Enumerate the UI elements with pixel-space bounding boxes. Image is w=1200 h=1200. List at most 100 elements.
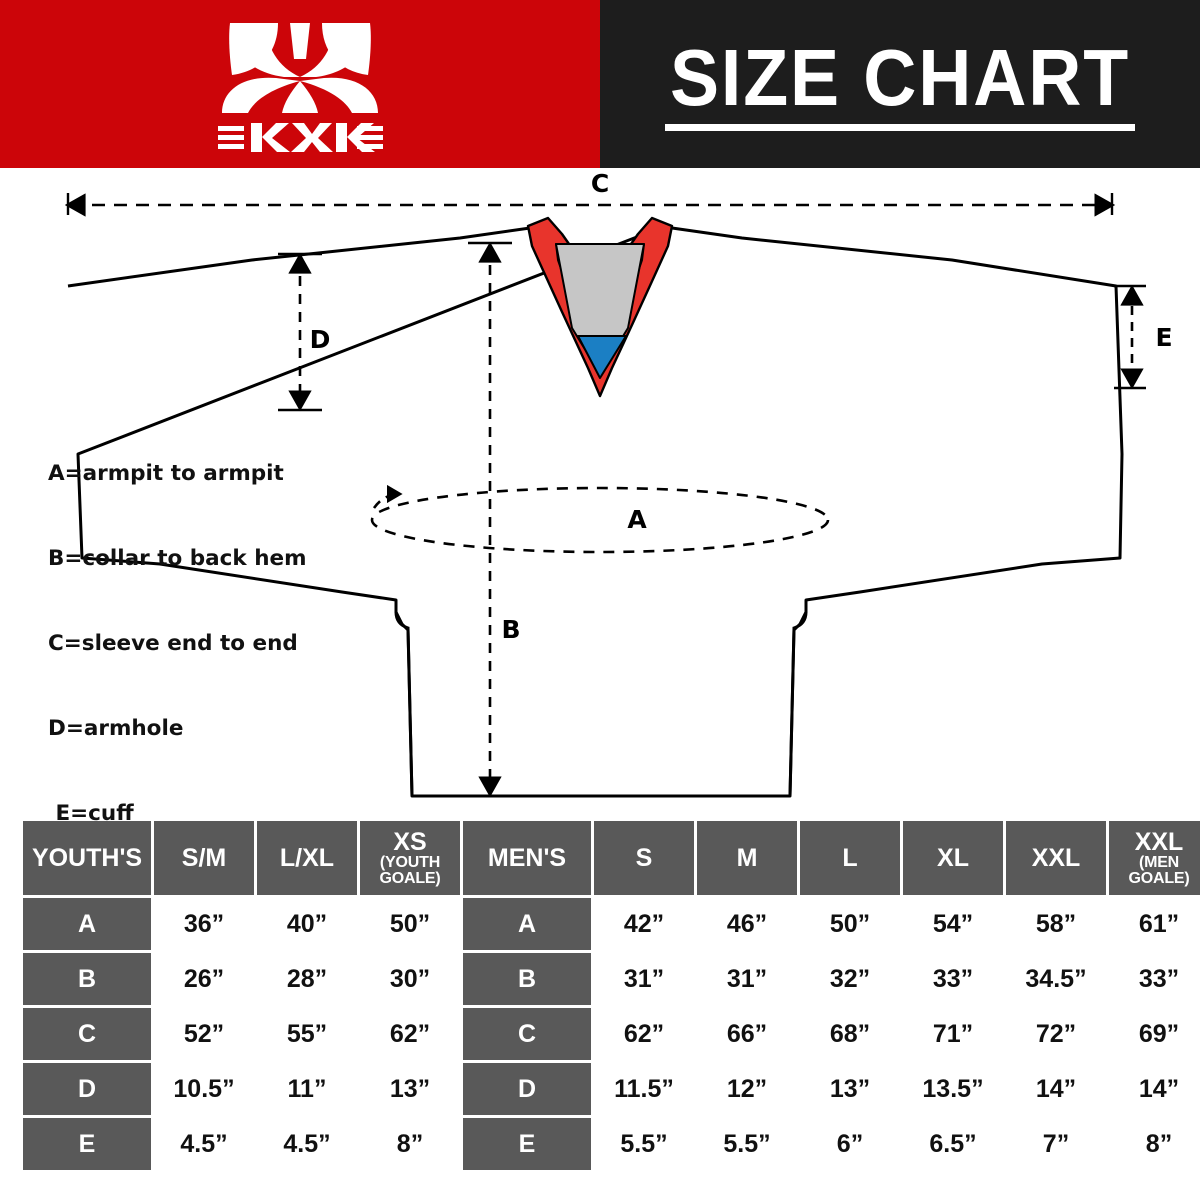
header-cell-lxl: L/XL (257, 821, 357, 895)
cell-men-xxl: 72” (1006, 1008, 1106, 1060)
legend-line-d: D=armhole (48, 716, 184, 742)
cell-men-l: 32” (800, 953, 900, 1005)
header-main: S (635, 843, 653, 872)
measurement-legend: A=armpit to armpit B=collar to back hem … (48, 403, 307, 857)
size-table: YOUTH'S S/M L/XL XS (YOUTH GOALE) MEN'S … (20, 818, 1200, 1173)
brand-panel (0, 0, 600, 168)
page-title: SIZE CHART (670, 32, 1130, 122)
cell-men-xl: 71” (903, 1008, 1003, 1060)
table-row: E 4.5” 4.5” 8” E 5.5” 5.5” 6” 6.5” 7” 8” (23, 1118, 1200, 1170)
legend-line-c: C=sleeve end to end (48, 631, 298, 656)
jersey-diagram: C D B A E (0, 168, 1200, 818)
cell-men-s: 31” (594, 953, 694, 1005)
header-main: XS (393, 827, 427, 856)
cell-youth-xs: 62” (360, 1008, 460, 1060)
header-cell-m: M (697, 821, 797, 895)
header-main: L (842, 843, 858, 872)
row-label-youth: B (23, 953, 151, 1005)
cell-men-xl: 54” (903, 898, 1003, 950)
header-cell-xl: XL (903, 821, 1003, 895)
row-label-men: A (463, 898, 591, 950)
row-label-men: D (463, 1063, 591, 1115)
cell-youth-lxl: 11” (257, 1063, 357, 1115)
cell-youth-lxl: 28” (257, 953, 357, 1005)
cell-youth-sm: 36” (154, 898, 254, 950)
svg-text:E: E (1155, 323, 1172, 352)
header-cell-l: L (800, 821, 900, 895)
table-row: B 26” 28” 30” B 31” 31” 32” 33” 34.5” 33… (23, 953, 1200, 1005)
cell-men-m: 5.5” (697, 1118, 797, 1170)
cell-men-l: 13” (800, 1063, 900, 1115)
header-cell-xxl-men-goale: XXL (MEN GOALE) (1109, 821, 1200, 895)
row-label-youth: E (23, 1118, 151, 1170)
row-label-men: C (463, 1008, 591, 1060)
cell-men-m: 12” (697, 1063, 797, 1115)
cell-men-s: 42” (594, 898, 694, 950)
cell-youth-xs: 8” (360, 1118, 460, 1170)
cell-men-xl: 13.5” (903, 1063, 1003, 1115)
row-label-youth: D (23, 1063, 151, 1115)
header-main: XXL (1134, 827, 1184, 856)
kxk-logo (214, 9, 386, 159)
cell-men-xxl-goale: 69” (1109, 1008, 1200, 1060)
cell-men-m: 31” (697, 953, 797, 1005)
svg-text:D: D (310, 325, 331, 354)
header-main: YOUTH'S (31, 843, 143, 872)
header-cell-s: S (594, 821, 694, 895)
cell-men-xl: 6.5” (903, 1118, 1003, 1170)
cell-men-xxl-goale: 14” (1109, 1063, 1200, 1115)
legend-line-b: B=collar to back hem (48, 545, 307, 571)
cell-men-l: 68” (800, 1008, 900, 1060)
table-row: D 10.5” 11” 13” D 11.5” 12” 13” 13.5” 14… (23, 1063, 1200, 1115)
cell-men-xxl-goale: 8” (1109, 1118, 1200, 1170)
cell-men-l: 50” (800, 898, 900, 950)
header-sub: (MEN GOALE) (1128, 853, 1190, 888)
header-sub: (YOUTH GOALE) (379, 853, 441, 888)
cell-men-xxl: 14” (1006, 1063, 1106, 1115)
cell-youth-xs: 30” (360, 953, 460, 1005)
row-label-men: E (463, 1118, 591, 1170)
cell-men-xxl: 34.5” (1006, 953, 1106, 1005)
header-main: S/M (181, 843, 227, 872)
cell-youth-sm: 10.5” (154, 1063, 254, 1115)
svg-text:B: B (501, 615, 520, 644)
cell-men-s: 11.5” (594, 1063, 694, 1115)
svg-text:A: A (627, 505, 647, 534)
cell-youth-sm: 4.5” (154, 1118, 254, 1170)
header-main: XXL (1031, 843, 1081, 872)
header-main: MEN'S (487, 843, 567, 872)
cell-men-xxl-goale: 33” (1109, 953, 1200, 1005)
header-cell-xs-youth-goale: XS (YOUTH GOALE) (360, 821, 460, 895)
cell-men-s: 62” (594, 1008, 694, 1060)
page-header: SIZE CHART (0, 0, 1200, 168)
header-cell-youths: YOUTH'S (23, 821, 151, 895)
legend-line-a: A=armpit to armpit (48, 460, 284, 486)
row-label-youth: A (23, 898, 151, 950)
table-row: C 52” 55” 62” C 62” 66” 68” 71” 72” 69” (23, 1008, 1200, 1060)
table-header-row: YOUTH'S S/M L/XL XS (YOUTH GOALE) MEN'S … (23, 821, 1200, 895)
title-underline (665, 123, 1135, 131)
row-label-men: B (463, 953, 591, 1005)
header-main: L/XL (279, 843, 335, 872)
row-label-youth: C (23, 1008, 151, 1060)
cell-youth-xs: 13” (360, 1063, 460, 1115)
size-table-wrapper: YOUTH'S S/M L/XL XS (YOUTH GOALE) MEN'S … (20, 818, 1200, 1173)
cell-men-xl: 33” (903, 953, 1003, 1005)
cell-youth-lxl: 55” (257, 1008, 357, 1060)
header-cell-mens: MEN'S (463, 821, 591, 895)
svg-text:C: C (591, 169, 609, 198)
header-cell-xxl: XXL (1006, 821, 1106, 895)
cell-men-xxl-goale: 61” (1109, 898, 1200, 950)
cell-men-xxl: 58” (1006, 898, 1106, 950)
cell-men-s: 5.5” (594, 1118, 694, 1170)
title-panel: SIZE CHART (600, 0, 1200, 168)
cell-youth-sm: 26” (154, 953, 254, 1005)
table-row: A 36” 40” 50” A 42” 46” 50” 54” 58” 61” (23, 898, 1200, 950)
cell-youth-sm: 52” (154, 1008, 254, 1060)
cell-men-m: 46” (697, 898, 797, 950)
cell-youth-lxl: 40” (257, 898, 357, 950)
cell-men-xxl: 7” (1006, 1118, 1106, 1170)
header-main: M (736, 843, 758, 872)
cell-men-l: 6” (800, 1118, 900, 1170)
cell-youth-xs: 50” (360, 898, 460, 950)
